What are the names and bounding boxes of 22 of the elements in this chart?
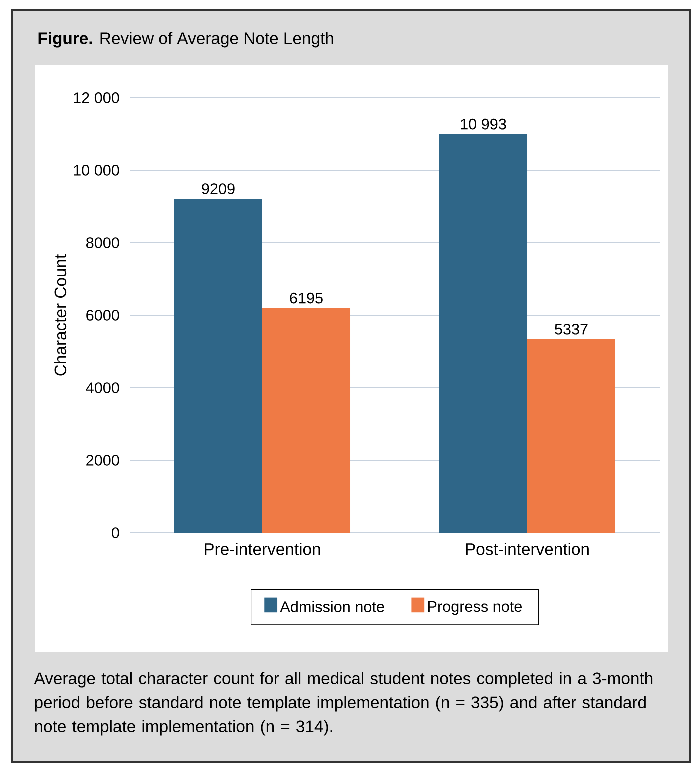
bar (174, 199, 263, 533)
y-tick-label: 2000 (86, 455, 120, 466)
y-tick-label: 12 000 (74, 92, 120, 104)
chart-title: Figure. Review of Average Note Length (38, 32, 334, 48)
y-axis-title: Character Count (54, 254, 67, 376)
legend-label: Admission note (280, 601, 384, 612)
bar (262, 308, 351, 533)
y-tick-label: 6000 (86, 310, 120, 321)
data-label: 10 993 (461, 118, 506, 130)
x-tick-label: Pre-intervention (205, 543, 320, 556)
data-label: 5337 (555, 324, 588, 335)
y-tick-label: 4000 (86, 382, 120, 394)
y-tick-label: 0 (112, 528, 120, 538)
bar (528, 340, 616, 533)
x-tick-label: Post-intervention (466, 543, 589, 556)
data-label: 9209 (202, 184, 235, 194)
bar (440, 134, 528, 533)
y-tick-label: 8000 (86, 238, 120, 248)
text: Average total character count for all medical student notes completed in a 3-month period before standard note template implementation (n = 335) and after standard note template implementation (n = 314). (34, 672, 653, 736)
legend-label: Progress note (428, 601, 522, 616)
y-tick-label: 10 000 (74, 165, 120, 176)
data-label: 6195 (290, 292, 323, 304)
